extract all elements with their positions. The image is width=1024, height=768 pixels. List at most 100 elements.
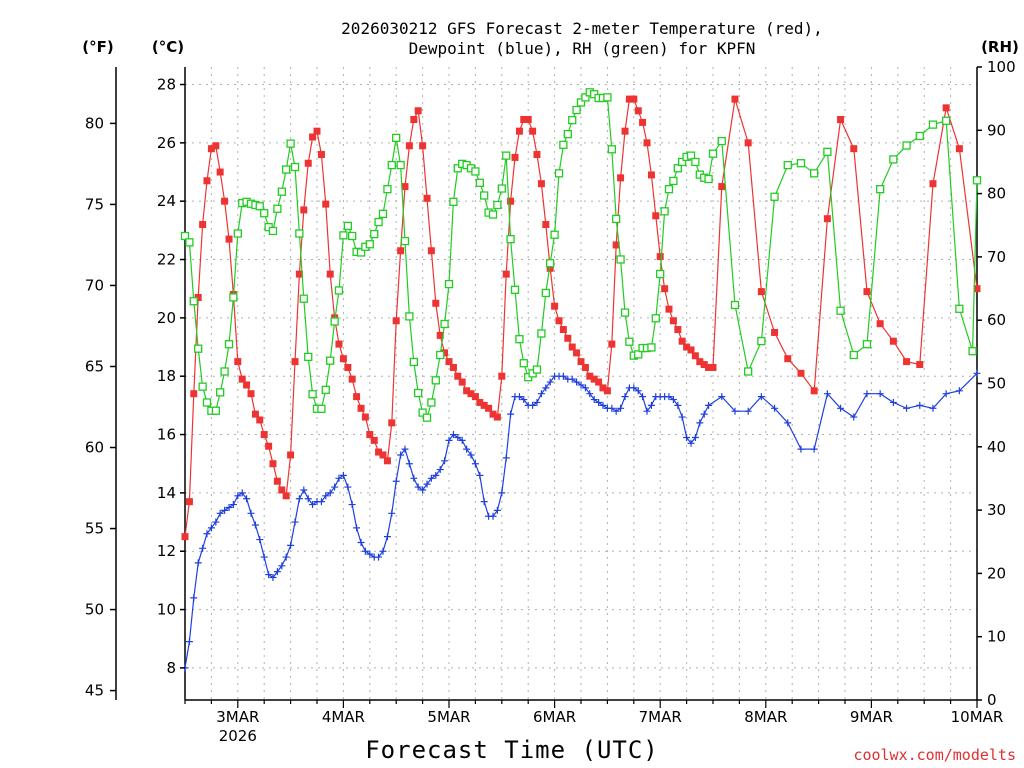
- dewpoint-point: [577, 381, 585, 389]
- dewpoint-point: [471, 460, 479, 468]
- dewpoint-point: [590, 396, 598, 404]
- dewpoint-point: [405, 460, 413, 468]
- dewpoint-point: [326, 489, 334, 497]
- rh-point: [383, 185, 392, 194]
- dewpoint-point: [379, 547, 387, 555]
- dewpoint-point: [643, 407, 651, 415]
- dewpoint-point: [251, 521, 259, 529]
- rh-point: [189, 297, 198, 306]
- fahrenheit-tick-label: 75: [85, 195, 104, 213]
- temperature-point: [392, 317, 400, 325]
- celsius-tick-label: 12: [157, 542, 176, 560]
- temperature-point: [480, 401, 488, 409]
- rh-point: [180, 231, 190, 241]
- rh-point: [519, 359, 528, 368]
- dewpoint-point: [480, 498, 488, 506]
- dewpoint-point: [595, 398, 603, 406]
- rh-point: [651, 314, 660, 323]
- temperature-point: [929, 180, 937, 188]
- x-tick-label: 3MAR: [216, 708, 259, 726]
- rh-point: [308, 390, 317, 399]
- x-tick-label: 4MAR: [322, 708, 365, 726]
- rh-point: [299, 294, 308, 303]
- dewpoint-point: [295, 495, 303, 503]
- temperature-point: [955, 145, 963, 153]
- dewpoint-point: [401, 445, 409, 453]
- dewpoint-point: [366, 550, 374, 558]
- dewpoint-point: [304, 495, 312, 503]
- rh-point: [343, 221, 352, 231]
- temperature-point: [234, 358, 242, 366]
- rh-point: [277, 187, 286, 196]
- temperature-point: [942, 104, 950, 112]
- temperature-point: [207, 145, 215, 153]
- rh-point: [497, 184, 506, 193]
- dewpoint-point: [225, 503, 233, 511]
- rh-point: [480, 191, 489, 200]
- rh-point: [286, 139, 295, 148]
- dewpoint-point: [718, 393, 726, 401]
- temperature-point: [744, 139, 752, 147]
- temperature-point: [683, 343, 691, 351]
- temperature-point: [410, 116, 418, 124]
- temperature-point: [454, 372, 462, 380]
- dewpoint-point: [973, 369, 981, 377]
- dewpoint-point: [515, 393, 523, 401]
- rh-point: [550, 230, 559, 239]
- temperature-point: [322, 200, 330, 208]
- dewpoint-point: [207, 524, 215, 532]
- rh-point: [607, 145, 616, 154]
- rh-point: [955, 304, 964, 313]
- temperature-point: [533, 151, 541, 159]
- dewpoint-point: [903, 404, 911, 412]
- temperature-point: [326, 270, 334, 278]
- rh-point: [634, 350, 643, 359]
- temperature-point: [397, 247, 405, 255]
- dewpoint-point: [823, 390, 831, 398]
- temperature-point: [243, 381, 251, 389]
- rh-point: [396, 160, 405, 170]
- temperature-point: [555, 317, 563, 325]
- temperature-point: [621, 127, 629, 135]
- dewpoint-point: [458, 436, 466, 444]
- dewpoint-point: [234, 492, 242, 500]
- dewpoint-point: [850, 413, 858, 421]
- credit-text: coolwx.com/modelts: [853, 746, 1016, 764]
- dewpoint-point: [344, 483, 352, 491]
- x-tick-label: 10MAR: [951, 708, 1004, 726]
- rh-point: [330, 317, 339, 326]
- temperature-point: [876, 320, 884, 328]
- temperature-point: [784, 355, 792, 363]
- temperature-point: [423, 194, 431, 202]
- temperature-point: [973, 285, 981, 293]
- dewpoint-point: [317, 498, 325, 506]
- celsius-unit-label: (°C): [152, 38, 184, 56]
- rh-point: [744, 367, 753, 376]
- temperature-point: [190, 390, 198, 398]
- dewpoint-point: [647, 401, 655, 409]
- temperature-point: [810, 387, 818, 395]
- temperature-point: [194, 293, 202, 301]
- fahrenheit-tick-label: 70: [85, 276, 104, 294]
- dewpoint-point: [353, 524, 361, 532]
- dewpoint-point: [287, 541, 295, 549]
- rh-point: [273, 204, 282, 213]
- temperature-point: [498, 372, 506, 380]
- temperature-point: [612, 241, 620, 249]
- dewpoint-point: [322, 492, 330, 500]
- dewpoint-point: [331, 483, 339, 491]
- dewpoint-point: [185, 638, 193, 646]
- temperature-point: [709, 363, 717, 371]
- rh-point: [400, 236, 410, 246]
- rh-point: [471, 167, 480, 176]
- dewpoint-point: [771, 404, 779, 412]
- rh-point: [282, 165, 291, 174]
- dewpoint-point: [436, 466, 444, 474]
- rh-point: [475, 178, 484, 187]
- dewpoint-point: [410, 474, 418, 482]
- temperature-point: [199, 221, 207, 229]
- dewpoint-point: [810, 445, 818, 453]
- rh-point: [260, 209, 269, 218]
- dewpoint-point: [273, 568, 281, 576]
- temperature-point: [542, 221, 550, 229]
